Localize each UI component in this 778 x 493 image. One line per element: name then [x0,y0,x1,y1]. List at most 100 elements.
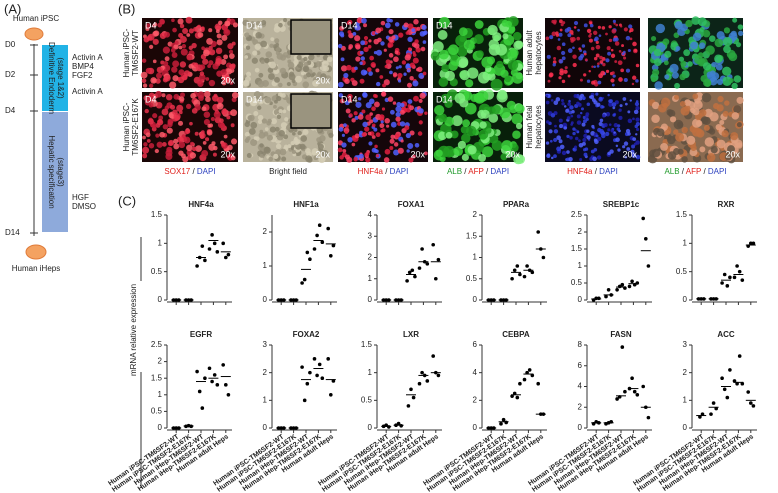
data-point [597,296,601,301]
micrograph-texture [590,46,595,51]
micrograph-texture [312,72,316,77]
micrograph-texture [388,53,394,58]
y-tick-label: 2 [683,368,688,377]
micrograph-texture [461,153,469,161]
micrograph-texture [379,123,385,129]
data-point [720,376,724,381]
y-tick-label: 2 [473,395,478,404]
micrograph-texture [559,70,564,76]
micrograph-texture [303,56,308,62]
micrograph-texture [231,41,236,46]
micrograph-texture [496,91,508,103]
micrograph-texture [407,47,412,51]
micrograph-texture [211,141,216,146]
micrograph-texture [513,153,524,165]
y-tick-label: 1 [368,368,373,377]
micrograph-texture [163,74,171,82]
micrograph-texture [581,44,586,48]
bottom-label: Human iHeps [12,264,60,273]
micrograph-texture [140,71,148,79]
micrograph-texture [147,118,154,125]
micrograph-texture [597,25,601,29]
micrograph-texture [737,24,744,30]
micrograph-texture [261,118,268,124]
micrograph-texture [400,139,404,143]
micrograph-texture [348,32,354,39]
micrograph-texture [324,75,332,82]
y-tick-label: 2 [158,357,163,366]
micrograph-texture [343,123,347,127]
micrograph-texture [593,56,598,61]
micrograph-texture [567,74,571,78]
micrograph-texture [264,127,269,132]
data-point [510,276,514,281]
micrograph-texture [250,138,258,146]
micrograph-texture [208,28,213,33]
micrograph-texture [465,125,477,137]
micrograph-texture [545,100,550,105]
micrograph-texture [405,132,411,139]
micrograph-texture [382,83,387,88]
caption: HNF4a / DAPI [358,167,409,176]
data-point [302,398,307,403]
micrograph-texture [708,35,716,42]
data-point [420,247,424,251]
micrograph-texture [412,80,419,87]
micrograph-texture [586,102,591,107]
micrograph-texture [457,140,466,149]
micrograph-texture [613,122,618,128]
micrograph-texture [664,74,670,80]
micrograph-texture [203,49,210,57]
micrograph-texture [264,96,272,104]
magnification: 20x [410,149,425,159]
micrograph-texture [182,27,189,34]
micrograph-texture [198,74,206,82]
micrograph-texture [326,56,333,63]
micrograph-texture [566,150,570,154]
day-label: D0 [5,40,16,49]
micrograph-texture [384,148,391,155]
micrograph-texture [375,154,380,158]
micrograph-texture [686,135,696,145]
micrograph-texture [625,68,631,73]
micrograph-texture [569,30,574,35]
micrograph-texture [572,127,576,131]
data-point [431,354,436,358]
micrograph-texture [302,65,310,73]
micrograph-texture [709,70,716,77]
micrograph-texture [655,23,666,34]
data-point [615,397,619,401]
micrograph-texture [397,79,402,83]
micrograph-texture [418,98,423,103]
micrograph-texture [163,64,171,72]
micrograph-texture [166,146,173,153]
micrograph-texture [500,153,508,161]
micrograph-texture [588,38,593,43]
data-point [226,252,231,257]
data-point [317,362,322,367]
micrograph-texture [373,149,378,153]
micrograph-texture [564,66,568,70]
micrograph-texture [608,123,612,126]
micrograph-texture [191,42,197,49]
micrograph-texture [576,114,581,119]
micrograph-texture [251,97,258,105]
micrograph-texture [617,148,621,152]
micrograph-texture [379,114,385,120]
micrograph-texture [360,69,367,76]
micrograph-texture [278,109,283,114]
micrograph-texture [229,81,234,85]
micrograph-texture [458,58,469,68]
micrograph-texture [677,121,684,129]
magnification: 20x [220,75,235,85]
micrograph-texture [216,102,224,110]
micrograph-texture [512,31,522,41]
micrograph-texture [383,79,390,86]
micrograph-texture [548,72,554,78]
micrograph-texture [181,43,187,49]
micrograph-texture [183,70,191,77]
micrograph-texture [635,105,640,111]
micrograph-texture [715,123,722,131]
micrograph-texture [406,149,410,153]
data-point [515,395,520,400]
